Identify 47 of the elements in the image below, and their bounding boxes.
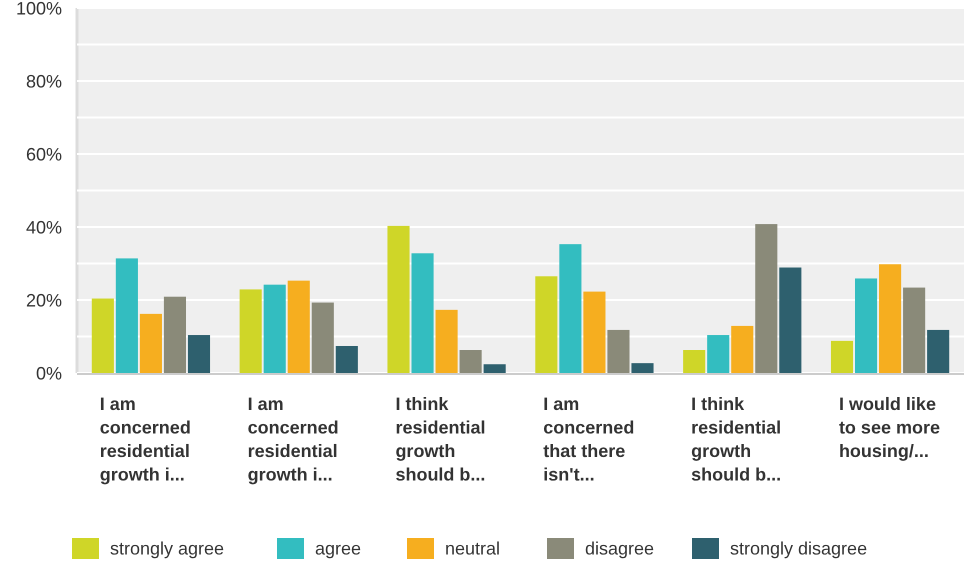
- legend-label: strongly disagree: [730, 538, 868, 558]
- bar: [755, 224, 778, 373]
- bar: [707, 335, 730, 373]
- bar: [607, 330, 630, 373]
- bar: [387, 226, 410, 373]
- bar: [460, 350, 482, 373]
- bar: [779, 268, 802, 373]
- x-tick-label: I am concerned residential growth i...: [248, 394, 339, 484]
- bar: [312, 302, 334, 373]
- bar: [240, 289, 262, 373]
- bar: [830, 340, 854, 373]
- y-tick-label: 60%: [26, 144, 62, 164]
- y-tick-label: 20%: [26, 290, 62, 310]
- legend-label: strongly agree: [110, 538, 224, 558]
- bar: [535, 276, 558, 373]
- bar: [116, 258, 138, 373]
- bar: [484, 364, 506, 373]
- x-tick-label: I think residential growth should b...: [395, 394, 486, 484]
- legend-label: disagree: [585, 538, 654, 558]
- y-tick-label: 40%: [26, 217, 62, 238]
- bar: [411, 253, 434, 373]
- bar: [188, 335, 210, 373]
- y-tick-label: 80%: [26, 71, 62, 92]
- y-tick-label: 0%: [36, 363, 62, 384]
- bar: [903, 288, 926, 373]
- bar: [92, 298, 114, 373]
- bar: [731, 326, 754, 373]
- x-tick-label: I am concerned that there isn't...: [543, 394, 634, 484]
- bar: [164, 296, 186, 373]
- bar: [336, 346, 358, 373]
- x-tick-label: I would like to see more housing/...: [838, 394, 940, 461]
- x-tick-label: I am concerned residential growth i...: [100, 394, 191, 484]
- bar: [288, 280, 310, 373]
- y-tick-label: 100%: [16, 0, 62, 18]
- legend-label: neutral: [445, 538, 500, 558]
- legend-label: agree: [315, 538, 362, 558]
- x-tick-label: I think residential growth should b...: [691, 394, 782, 484]
- bar: [683, 350, 706, 373]
- bar: [854, 278, 878, 373]
- bar: [264, 284, 286, 373]
- bar: [559, 244, 582, 373]
- bar: [140, 314, 162, 373]
- bar: [879, 264, 902, 373]
- bar: [927, 330, 950, 373]
- bar: [631, 363, 654, 373]
- bar: [436, 310, 458, 373]
- bar: [583, 292, 606, 373]
